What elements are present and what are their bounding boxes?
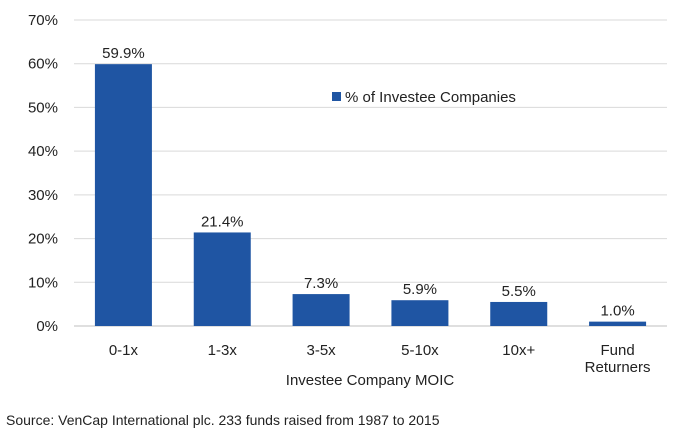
y-axis-ticks: 0% 10% 20% 30% 40% 50% 60% 70% [28,12,58,335]
data-label: 21.4% [201,213,244,230]
data-label: 59.9% [102,45,145,62]
bar [589,321,647,326]
y-tick-label: 40% [28,143,58,160]
bars [94,64,647,326]
data-label: 5.5% [502,283,536,300]
x-tick-label: Returners [585,359,651,376]
legend-label: % of Investee Companies [345,89,516,106]
y-tick-label: 0% [36,318,58,335]
y-tick-label: 60% [28,56,58,73]
y-tick-label: 20% [28,231,58,248]
data-label: 5.9% [403,281,437,298]
x-tick-label: Fund [600,342,634,359]
y-tick-label: 30% [28,187,58,204]
legend: % of Investee Companies [332,89,516,106]
gridlines [74,19,667,327]
x-axis-title: Investee Company MOIC [286,372,455,389]
bar [94,64,152,326]
x-tick-label: 3-5x [306,342,336,359]
data-labels: 59.9% 21.4% 7.3% 5.9% 5.5% 1.0% [102,45,635,319]
bar [391,300,449,326]
x-tick-label: 10x+ [502,342,535,359]
x-tick-label: 1-3x [208,342,238,359]
x-tick-label: 0-1x [109,342,139,359]
data-label: 7.3% [304,275,338,292]
y-tick-label: 10% [28,274,58,291]
bar [193,232,251,326]
bar [490,301,548,326]
legend-swatch [332,92,341,101]
data-label: 1.0% [600,303,634,320]
y-tick-label: 70% [28,12,58,29]
bar [292,294,350,326]
y-tick-label: 50% [28,99,58,116]
x-tick-label: 5-10x [401,342,439,359]
source-note: Source: VenCap International plc. 233 fu… [6,412,440,428]
